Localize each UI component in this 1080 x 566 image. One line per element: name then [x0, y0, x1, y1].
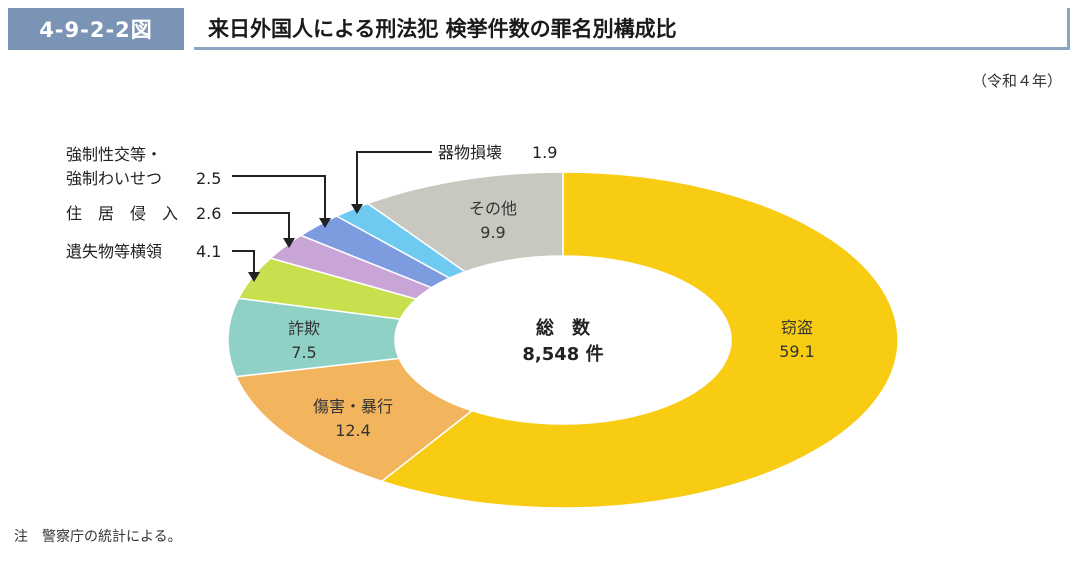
arrow-lost-property: [248, 272, 260, 282]
label-sexual-value: 2.5: [196, 169, 221, 188]
leader-line-lost-property: [232, 250, 255, 276]
label-other-name: その他: [469, 199, 517, 218]
label-damage-name: 器物損壊: [438, 143, 502, 162]
label-other-value: 9.9: [480, 223, 505, 242]
arrow-damage: [351, 204, 363, 214]
label-fraud-name: 詐欺: [288, 319, 320, 338]
label-trespass-name: 住 居 侵 入: [66, 204, 178, 223]
arrow-sexual: [319, 218, 331, 228]
arrow-trespass: [283, 238, 295, 248]
center-label-total: 8,548 件: [522, 343, 603, 365]
label-assault-name: 傷害・暴行: [313, 397, 393, 416]
donut-slice-0: [380, 171, 899, 509]
year-label: （令和４年）: [971, 72, 1062, 90]
leader-line-trespass: [232, 212, 290, 242]
leader-lines: [232, 151, 432, 276]
label-sexual-line1: 強制性交等・: [66, 145, 162, 164]
chart-title: 来日外国人による刑法犯 検挙件数の罪名別構成比: [208, 16, 677, 41]
label-trespass-value: 2.6: [196, 204, 221, 223]
label-lost-property-value: 4.1: [196, 242, 221, 261]
donut-slices: [227, 171, 899, 509]
leader-line-damage: [356, 151, 432, 208]
label-sexual-line2: 強制わいせつ: [66, 169, 162, 188]
donut-slice-7: [366, 171, 564, 273]
leader-arrowheads: [248, 204, 363, 282]
title-bar: 来日外国人による刑法犯 検挙件数の罪名別構成比: [194, 8, 1070, 50]
figure-number: 4-9-2-2図: [8, 8, 184, 50]
figure-header: 4-9-2-2図 来日外国人による刑法犯 検挙件数の罪名別構成比: [8, 8, 1070, 50]
label-damage-value: 1.9: [532, 143, 557, 162]
source-note: 注 警察庁の統計による。: [14, 529, 182, 545]
center-label-title: 総 数: [536, 317, 591, 339]
label-theft-name: 窃盗: [781, 318, 813, 337]
leader-line-sexual: [232, 175, 326, 222]
label-fraud-value: 7.5: [291, 343, 316, 362]
label-assault-value: 12.4: [335, 421, 371, 440]
label-lost-property-name: 遺失物等横領: [66, 242, 162, 261]
label-theft-value: 59.1: [779, 342, 815, 361]
donut-slice-1: [234, 357, 474, 483]
